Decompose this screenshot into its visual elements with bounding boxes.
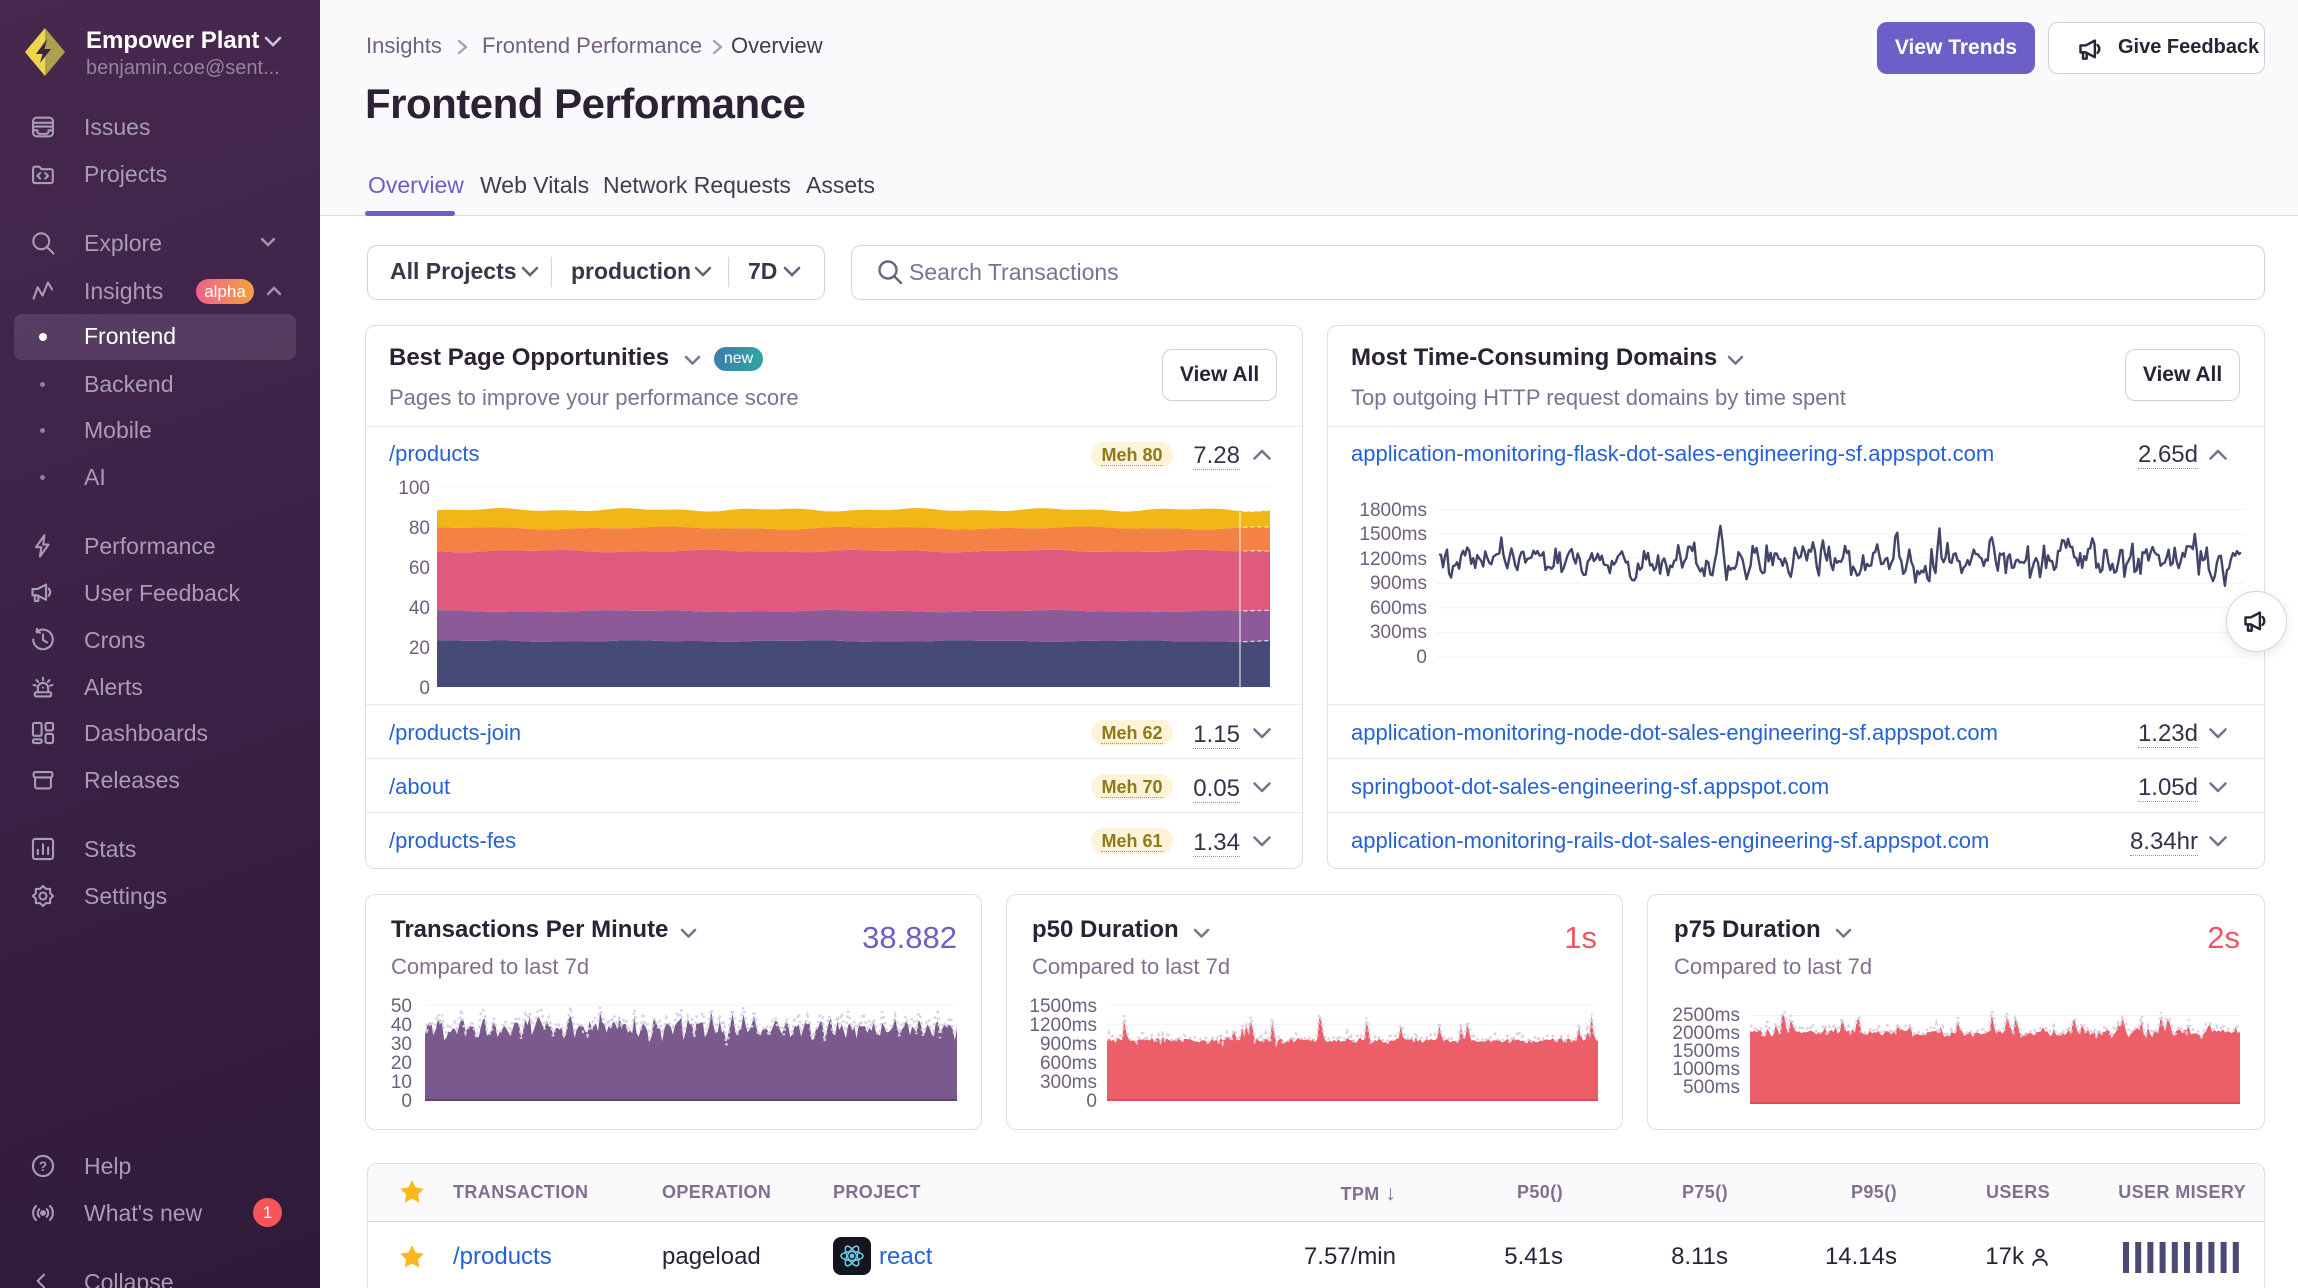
svg-text:?: ? [39, 1159, 47, 1174]
